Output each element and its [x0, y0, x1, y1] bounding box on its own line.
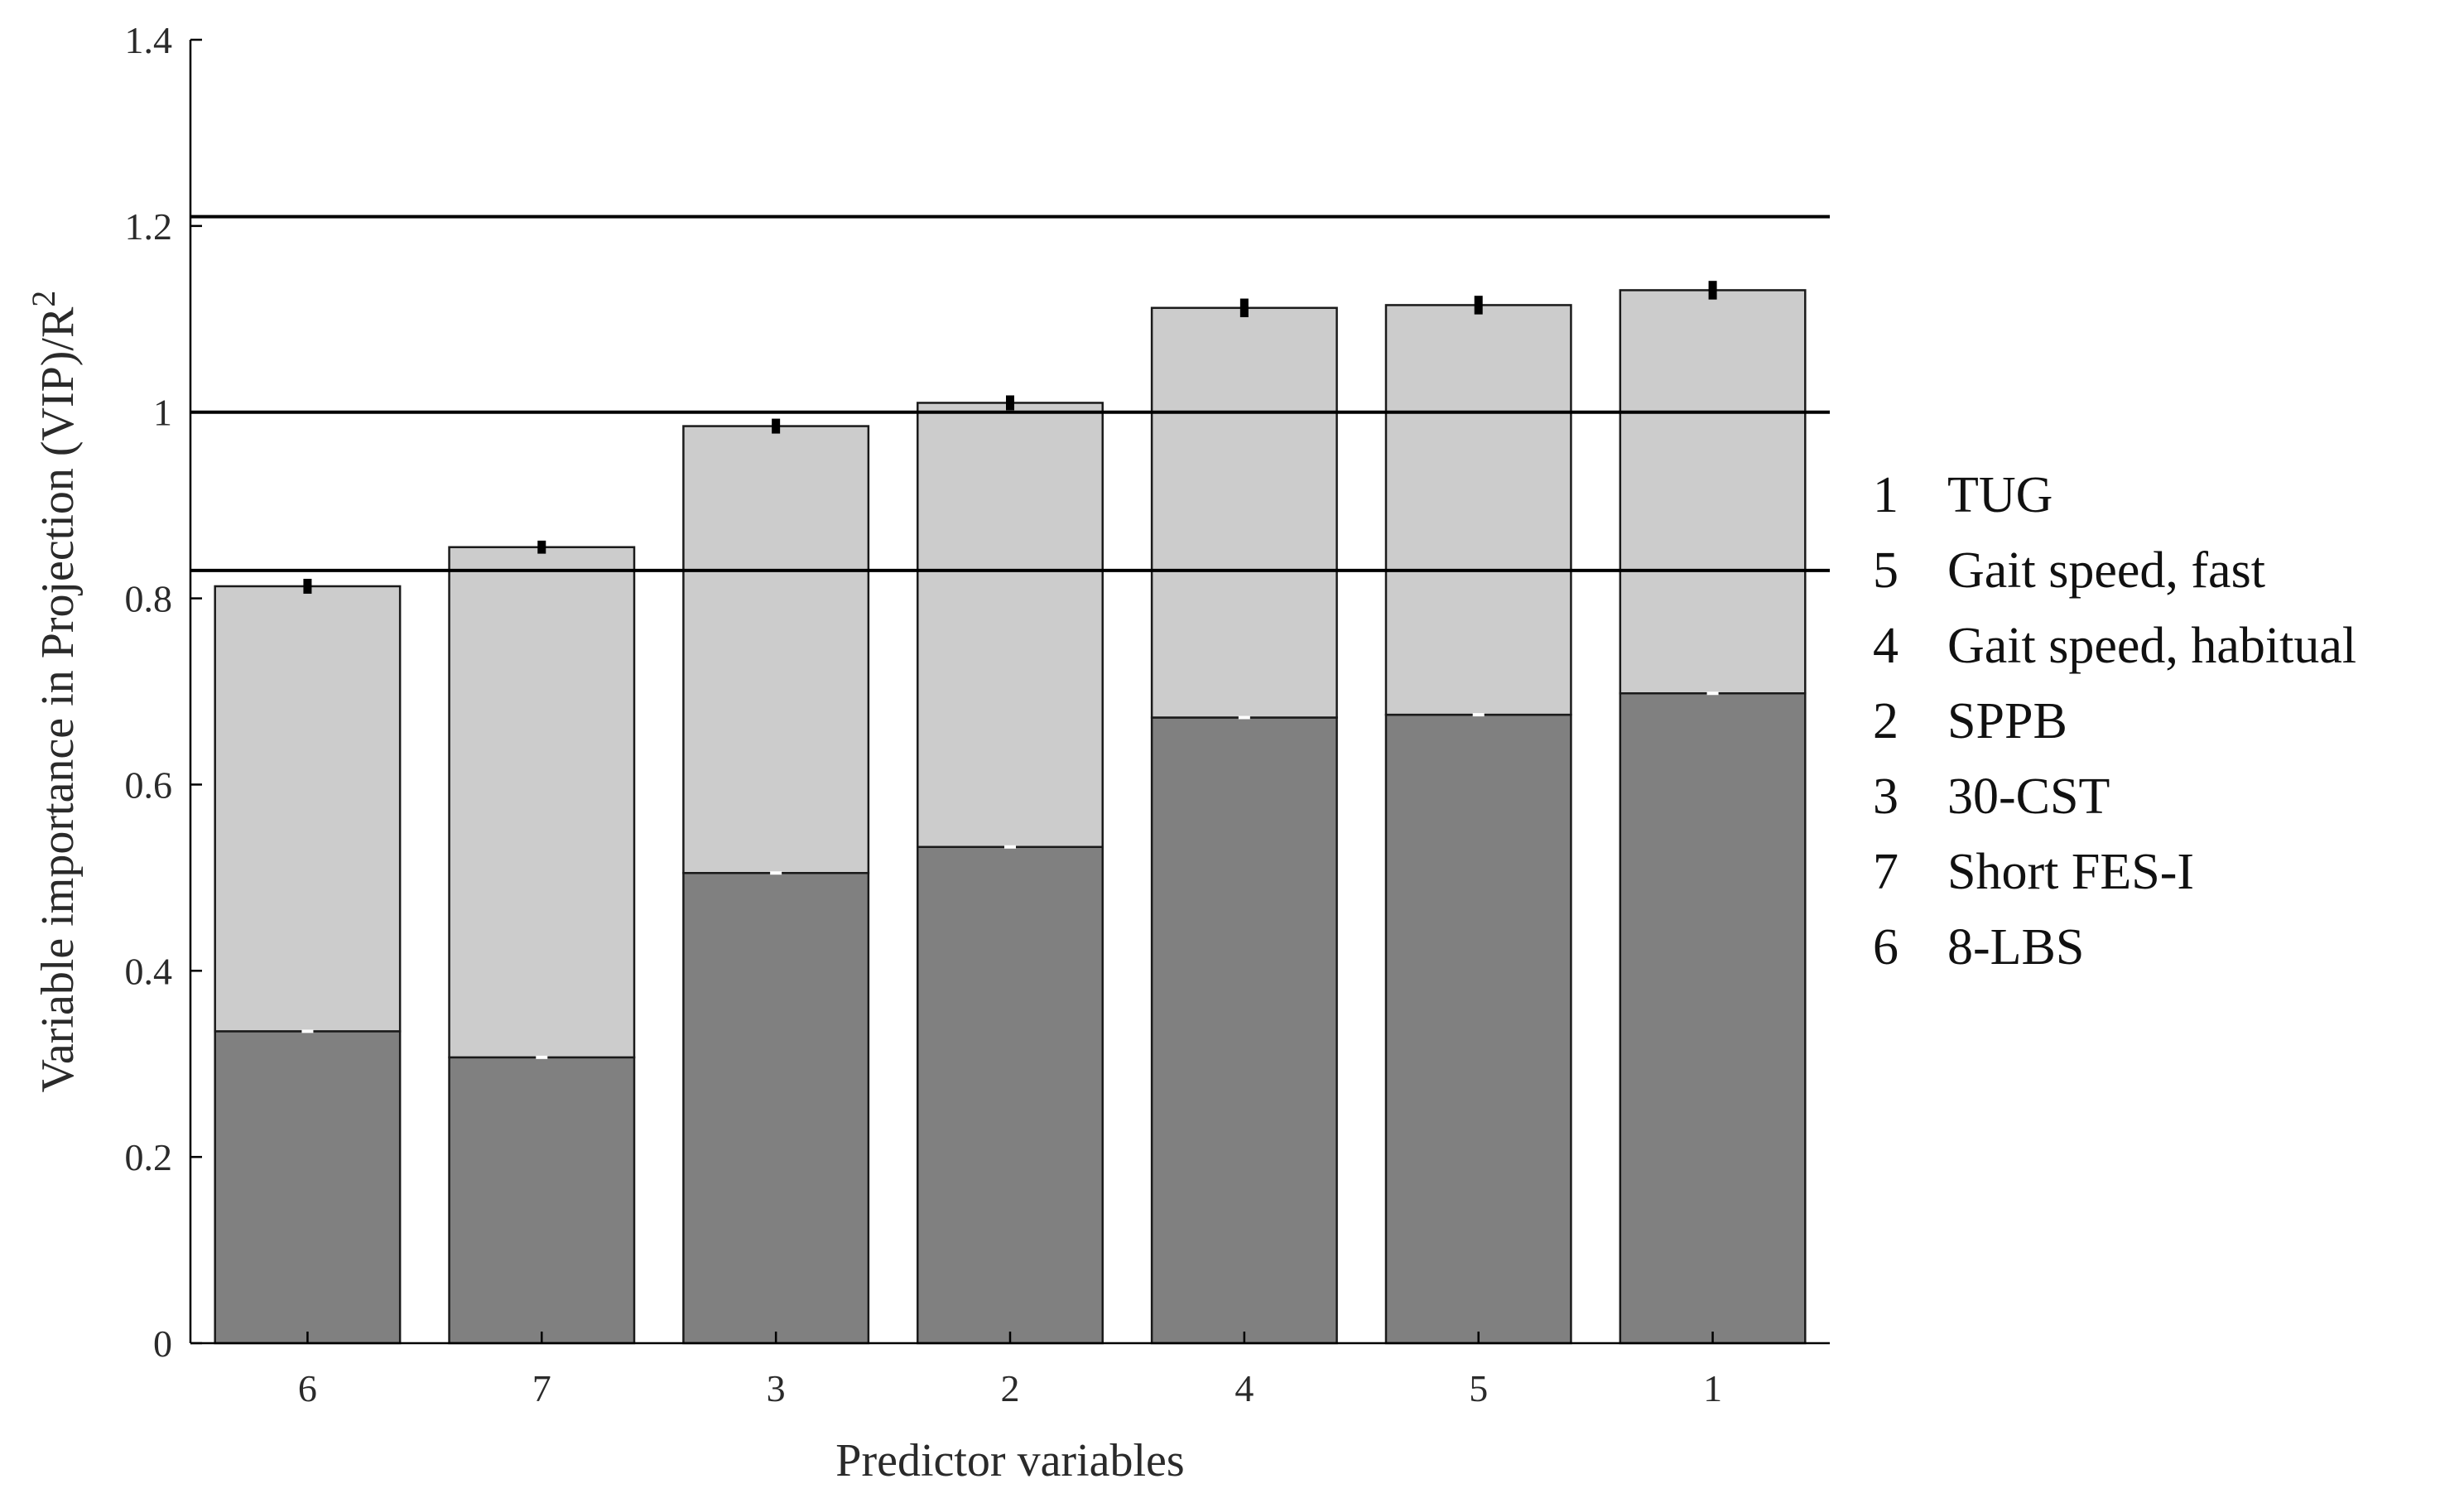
legend-number: 3 — [1873, 768, 1899, 825]
legend-item-7: 7 Short FES-I — [1873, 844, 2194, 900]
x-tick-label: 7 — [532, 1367, 551, 1409]
legend-number: 5 — [1873, 542, 1899, 599]
bar-segment-bottom-2 — [917, 845, 1104, 1345]
legend-label: SPPB — [1947, 693, 2067, 749]
y-tick-label: 0.2 — [125, 1136, 173, 1178]
axes: 0 0.2 0.4 0.6 0.8 1 1.2 1.4 6 7 3 2 4 5 1 — [125, 19, 1830, 1409]
y-axis-title-text: Variable importance in Projection (VIP)/… — [32, 306, 84, 1092]
bar-segment-top-5 — [1384, 304, 1572, 716]
legend-label: Gait speed, fast — [1947, 542, 2265, 599]
x-tick-label: 1 — [1703, 1367, 1722, 1409]
legend-number: 6 — [1873, 919, 1899, 976]
legend-number: 4 — [1873, 618, 1899, 674]
legend-label: 8-LBS — [1947, 919, 2084, 976]
bar-segment-top-7 — [448, 546, 636, 1059]
y-tick-label: 0.4 — [125, 950, 173, 992]
legend-label: Gait speed, habitual — [1947, 618, 2356, 674]
y-tick-label: 0.8 — [125, 578, 173, 620]
bar-segment-bottom-3 — [682, 871, 870, 1345]
bar-segment-top-2 — [917, 402, 1104, 849]
legend-label: Short FES-I — [1947, 844, 2194, 900]
axis-titles: Predictor variables Variable importance … — [25, 291, 1185, 1486]
y-tick-label: 1 — [153, 392, 172, 434]
legend-item-5: 5 Gait speed, fast — [1873, 542, 2265, 599]
error-bar-7 — [537, 540, 546, 554]
y-tick-label: 0 — [153, 1322, 172, 1365]
y-tick-label: 1.4 — [125, 19, 173, 61]
legend-label: TUG — [1947, 467, 2053, 523]
y-tick-label: 1.2 — [125, 205, 173, 248]
error-bar-2 — [1006, 395, 1014, 411]
y-axis-title: Variable importance in Projection (VIP)/… — [25, 291, 84, 1093]
bar-segment-bottom-1 — [1619, 691, 1807, 1345]
legend: 1 TUG 5 Gait speed, fast 4 Gait speed, habitu… — [1873, 467, 2356, 976]
legend-number: 7 — [1873, 844, 1899, 900]
legend-number: 2 — [1873, 693, 1899, 749]
reference-lines — [190, 214, 1830, 572]
bar-segment-top-1 — [1619, 289, 1807, 695]
x-tick-label: 5 — [1469, 1367, 1488, 1409]
error-bar-3 — [772, 418, 781, 434]
error-bar-5 — [1474, 296, 1483, 315]
x-tick-label: 6 — [298, 1367, 317, 1409]
x-tick-label: 4 — [1234, 1367, 1254, 1409]
x-tick-label: 2 — [1001, 1367, 1020, 1409]
legend-item-1: 1 TUG — [1873, 467, 2053, 523]
bar-segment-top-6 — [214, 585, 402, 1033]
y-tick-label: 0.6 — [125, 764, 173, 806]
plot-area — [214, 281, 1807, 1345]
y-axis-title-superscript: 2 — [25, 291, 62, 307]
error-bar-1 — [1708, 281, 1717, 300]
bar-segment-top-4 — [1150, 306, 1338, 719]
legend-item-3: 3 30-CST — [1873, 768, 2110, 825]
legend-number: 1 — [1873, 467, 1899, 523]
error-bar-6 — [303, 578, 312, 594]
legend-item-6: 6 8-LBS — [1873, 919, 2084, 976]
legend-label: 30-CST — [1947, 768, 2110, 825]
bar-segment-bottom-4 — [1150, 716, 1338, 1345]
bar-segment-bottom-5 — [1384, 713, 1572, 1345]
bar-segment-bottom-6 — [214, 1030, 402, 1345]
x-axis-title: Predictor variables — [835, 1435, 1184, 1486]
legend-item-4: 4 Gait speed, habitual — [1873, 618, 2356, 674]
x-tick-label: 3 — [767, 1367, 786, 1409]
legend-item-2: 2 SPPB — [1873, 693, 2067, 749]
error-bar-4 — [1239, 298, 1249, 318]
bar-segment-bottom-7 — [448, 1056, 636, 1345]
bar-segment-top-3 — [682, 425, 870, 874]
